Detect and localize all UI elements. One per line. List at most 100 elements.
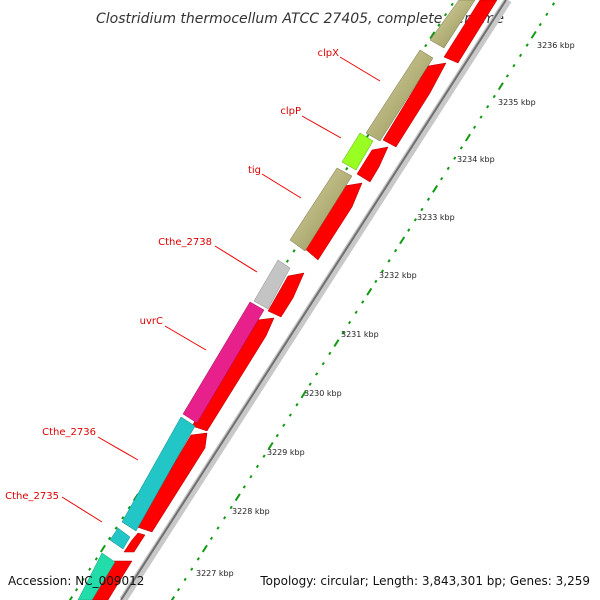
kbp-label: 3230 kbp: [304, 389, 342, 398]
kbp-label: 3227 kbp: [196, 569, 234, 578]
gene-label-leaders: [61, 56, 381, 523]
tick-dot: [486, 105, 490, 109]
tick-dot: [341, 331, 345, 335]
tick-dot: [249, 474, 253, 479]
cds-arrow: [267, 272, 305, 318]
kbp-label: 3231 kbp: [341, 330, 379, 339]
tick-dot: [374, 279, 378, 284]
gene-block: [121, 416, 196, 532]
tick-dot: [114, 526, 118, 530]
map-title: Clostridium thermocellum ATCC 27405, com…: [96, 11, 504, 27]
tick-dot: [426, 197, 431, 201]
tick-dot: [282, 423, 286, 428]
gene-block: [109, 527, 131, 550]
gene-label-cthe-2735: Cthe_2735: [5, 491, 59, 502]
tick-dot: [255, 464, 260, 469]
gene-block: [341, 132, 374, 171]
tick-dot: [446, 166, 450, 171]
tick-dot: [292, 249, 296, 253]
accession-text: Accession: NC_009012: [8, 574, 144, 588]
tick-dot: [453, 156, 457, 160]
major-tick: [201, 544, 208, 553]
tick-dot: [505, 74, 510, 78]
tick-dot: [437, 23, 441, 27]
tick-dot: [285, 259, 290, 263]
leader-line: [261, 173, 302, 199]
tick-dot: [518, 53, 523, 58]
major-tick: [464, 133, 471, 142]
gene-label-clpX: clpX: [318, 48, 340, 59]
tick-dot: [354, 310, 358, 315]
gene-label-uvrC: uvrC: [140, 316, 163, 327]
tick-dot: [551, 2, 556, 6]
tick-dot: [420, 207, 424, 212]
cds-arrow: [123, 532, 146, 553]
tick-dot: [183, 577, 187, 582]
tick-dot: [492, 94, 496, 99]
cds-track: [89, 0, 498, 600]
tick-dot: [107, 536, 112, 541]
major-tick: [267, 441, 274, 450]
leader-line: [164, 325, 207, 351]
tick-dot: [288, 413, 292, 417]
tick-dot: [512, 63, 516, 68]
kbp-label: 3234 kbp: [457, 155, 495, 164]
major-tick: [333, 339, 340, 348]
tick-dot: [74, 588, 79, 592]
tick-dot: [121, 516, 125, 520]
topology-text: Topology: circular; Length: 3,843,301 bp…: [259, 574, 590, 588]
kbp-label: 3228 kbp: [232, 507, 270, 516]
tick-dot: [315, 372, 319, 376]
major-tick: [300, 390, 307, 399]
tick-dot: [295, 403, 299, 407]
tick-dot: [223, 516, 227, 520]
tick-dot: [81, 577, 85, 582]
tick-dot: [88, 567, 92, 571]
tick-dot: [361, 300, 365, 304]
gene-label-tig: tig: [248, 165, 261, 176]
cds-arrow: [356, 146, 389, 183]
kbp-label: 3229 kbp: [267, 448, 305, 457]
gene-block: [289, 167, 353, 252]
tick-dot: [275, 433, 279, 438]
tick-dot: [229, 505, 233, 510]
kbp-label: 3232 kbp: [379, 271, 417, 280]
gene-block: [429, 0, 476, 49]
gene-block: [253, 259, 291, 310]
tick-dot: [242, 485, 246, 489]
tick-dot: [94, 557, 98, 561]
major-tick: [399, 236, 406, 245]
gene-track: [77, 0, 476, 600]
genome-backbone: [119, 0, 512, 600]
leader-line: [339, 56, 381, 82]
tick-dot: [440, 176, 444, 181]
tick-dot: [459, 146, 463, 150]
major-tick: [497, 82, 504, 91]
gene-block: [77, 552, 116, 600]
tick-dot: [190, 567, 194, 571]
tick-dot: [479, 115, 483, 119]
tick-dot: [413, 218, 417, 222]
tick-dot: [387, 259, 391, 263]
tick-dot: [216, 526, 220, 530]
major-tick: [234, 493, 241, 502]
cds-arrow: [382, 62, 447, 148]
major-tick: [99, 544, 106, 553]
tick-dot: [380, 269, 385, 273]
cds-arrow: [136, 432, 208, 533]
tick-dot: [262, 454, 266, 458]
gene-block: [365, 49, 434, 142]
tick-dot: [196, 557, 200, 561]
outer-scale-dots: [170, 2, 556, 600]
gene-label-cthe-2738: Cthe_2738: [158, 237, 212, 248]
major-tick: [530, 30, 537, 39]
major-tick: [366, 287, 373, 296]
kbp-label: 3235 kbp: [498, 98, 536, 107]
cds-arrow: [443, 0, 498, 64]
tick-dot: [407, 228, 411, 232]
kbp-scale: 3236 kbp 3235 kbp 3234 kbp 3233 kbp 3232…: [196, 41, 575, 578]
tick-dot: [328, 351, 332, 356]
tick-dot: [345, 167, 349, 171]
major-tick: [429, 31, 436, 40]
